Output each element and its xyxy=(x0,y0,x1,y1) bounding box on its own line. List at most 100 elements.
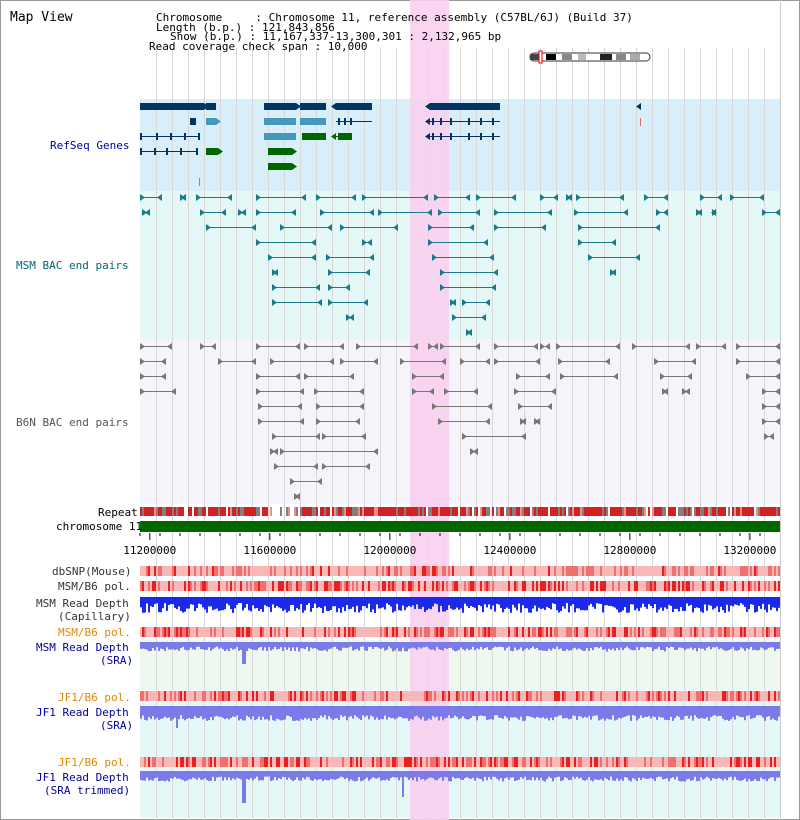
dbsnp-density xyxy=(382,566,384,576)
jf1-b6-pol-density xyxy=(324,691,326,701)
jf1-b6-pol-trim-density xyxy=(568,757,570,767)
msm-b6-pol-sra-density xyxy=(390,627,392,637)
msm-depth-capillary-bar xyxy=(404,597,406,611)
jf1-depth-sra-bar xyxy=(572,706,574,716)
jf1-depth-trim-bar xyxy=(686,771,688,780)
dbsnp-density xyxy=(236,566,238,576)
msm-b6-pol-sra-density xyxy=(424,627,426,637)
msm-depth-capillary-bar xyxy=(508,597,510,609)
msm-b6-pol-sra-density xyxy=(156,627,158,637)
msm-b6-pol-sra-density xyxy=(428,627,430,637)
msm-b6-pol-sra-density xyxy=(558,627,560,637)
jf1-depth-sra-bar xyxy=(390,706,392,719)
jf1-depth-trim-bar xyxy=(684,771,686,782)
dbsnp-density xyxy=(430,566,432,576)
msm-depth-sra-bar xyxy=(582,642,584,651)
repeat-segment xyxy=(564,507,566,516)
jf1-b6-pol-density xyxy=(558,691,560,701)
msm-depth-sra-bar xyxy=(724,642,726,651)
msm-depth-capillary-bar xyxy=(676,597,678,609)
jf1-depth-sra-bar xyxy=(740,706,742,717)
msm-b6-pol-density xyxy=(392,581,394,591)
msm-b6-pol-sra-density xyxy=(564,627,566,637)
jf1-b6-pol-density xyxy=(156,691,158,701)
jf1-b6-pol-trim-density xyxy=(546,757,548,767)
msm-depth-capillary-bar xyxy=(664,597,666,608)
jf1-b6-pol-density xyxy=(318,691,320,701)
jf1-b6-pol-trim-density xyxy=(476,757,478,767)
msm-b6-pol-density xyxy=(290,581,292,591)
bac-end-marker xyxy=(297,403,302,410)
jf1-depth-sra-bar xyxy=(372,706,374,717)
msm-b6-pol-density xyxy=(336,581,338,591)
jf1-b6-pol-trim-density xyxy=(482,757,484,767)
dbsnp-density xyxy=(298,566,300,576)
jf1-depth-trim-bar xyxy=(578,771,580,779)
msm-b6-pol-density xyxy=(308,581,310,591)
jf1-depth-trim-bar xyxy=(452,771,454,777)
jf1-b6-pol-trim-density xyxy=(760,757,762,767)
msm-depth-capillary-bar xyxy=(168,597,170,605)
repeat-segment xyxy=(732,507,734,516)
bac-end-marker xyxy=(280,448,285,455)
msm-depth-sra-bar xyxy=(772,642,774,648)
dbsnp-density xyxy=(534,566,536,576)
jf1-b6-pol-density xyxy=(352,691,354,701)
dbsnp-density xyxy=(650,566,652,576)
msm-depth-sra-bar xyxy=(588,642,590,651)
jf1-depth-trim-bar xyxy=(576,771,578,777)
repeat-segment xyxy=(394,507,396,516)
jf1-depth-trim-bar xyxy=(270,771,272,781)
jf1-b6-pol-density xyxy=(362,691,364,701)
dbsnp-density xyxy=(396,566,398,576)
msm-b6-pol-sra-density xyxy=(234,627,236,637)
jf1-b6-pol-density xyxy=(550,691,552,701)
jf1-depth-sra-bar xyxy=(376,706,378,718)
gene-exon xyxy=(344,118,346,125)
msm-b6-pol-sra-density xyxy=(438,627,440,637)
jf1-b6-pol-trim-density xyxy=(384,757,386,767)
msm-depth-sra-bar xyxy=(152,642,154,649)
dbsnp-density xyxy=(692,566,694,576)
jf1-b6-pol-density xyxy=(616,691,618,701)
jf1-depth-sra-bar xyxy=(254,706,256,721)
repeat-segment xyxy=(426,507,428,516)
dbsnp-density xyxy=(756,566,758,576)
msm-depth-sra-bar xyxy=(160,642,162,649)
jf1-depth-trim-bar xyxy=(548,771,550,777)
msm-b6-pol-density xyxy=(364,581,366,591)
jf1-depth-sra-bar xyxy=(656,706,658,720)
gene-exon xyxy=(206,118,216,125)
msm-b6-pol-density xyxy=(568,581,570,591)
repeat-segment xyxy=(324,507,326,516)
jf1-depth-trim-bar xyxy=(472,771,474,778)
msm-b6-pol-density xyxy=(608,581,610,591)
jf1-b6-pol-trim-density xyxy=(322,757,324,767)
msm-depth-sra-bar xyxy=(344,642,346,648)
jf1-b6-pol-density xyxy=(758,691,760,701)
msm-b6-pol-density xyxy=(412,581,414,591)
jf1-b6-pol-trim-density xyxy=(524,757,526,767)
jf1-depth-sra-bar xyxy=(226,706,228,719)
jf1-b6-pol-trim-density xyxy=(680,757,682,767)
msm-b6-pol-sra-density xyxy=(216,627,218,637)
msm-b6-pol-density xyxy=(224,581,226,591)
jf1-b6-pol-trim-density xyxy=(368,757,370,767)
msm-b6-pol-sra-density xyxy=(274,627,276,637)
jf1-depth-sra-bar xyxy=(678,706,680,717)
dbsnp-density xyxy=(222,566,224,576)
msm-depth-capillary-bar xyxy=(464,597,466,604)
jf1-b6-pol-density xyxy=(484,691,486,701)
jf1-b6-pol-density xyxy=(264,691,266,701)
msm-depth-sra-bar xyxy=(312,642,314,649)
msm-depth-sra-bar xyxy=(554,642,556,649)
msm-depth-sra-bar xyxy=(308,642,310,652)
bac-end-marker xyxy=(299,418,304,425)
msm-b6-pol-sra-density xyxy=(648,627,650,637)
msm-depth-sra-bar xyxy=(744,642,746,651)
jf1-depth-trim-bar xyxy=(224,771,226,778)
msm-b6-pol-sra-density xyxy=(440,627,442,637)
jf1-depth-trim-bar xyxy=(588,771,590,777)
jf1-depth-trim-bar xyxy=(246,771,248,779)
